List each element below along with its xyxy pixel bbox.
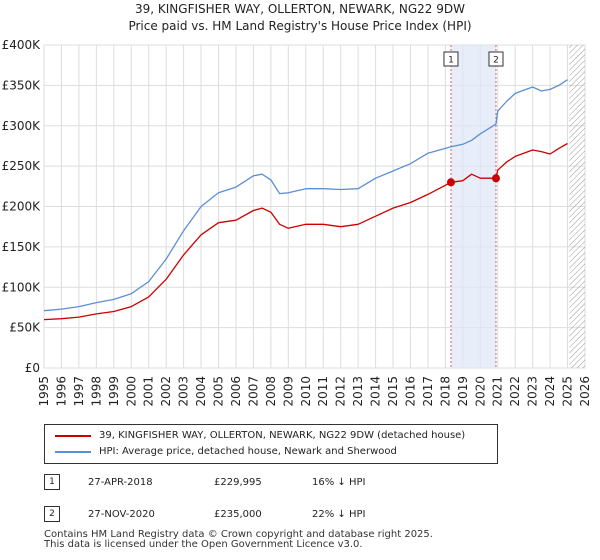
x-tick-label: 2021: [491, 376, 505, 407]
footer: Contains HM Land Registry data © Crown c…: [44, 530, 433, 550]
sale-period-shading: [450, 45, 496, 368]
y-tick-label: £150K: [2, 240, 42, 254]
x-tick-label: 2012: [334, 376, 348, 407]
x-tick-label: 2014: [369, 376, 383, 407]
x-tick-label: 2010: [299, 376, 313, 407]
sale-badge-1: 1: [44, 474, 60, 490]
x-tick-label: 1995: [37, 376, 51, 407]
y-tick-label: £300K: [2, 119, 42, 133]
sale-badge-2: 2: [44, 506, 60, 522]
x-tick-label: 2008: [264, 376, 278, 407]
sale-marker-label-2: 2: [493, 56, 499, 66]
y-tick-label: £400K: [2, 38, 42, 52]
legend-swatch-property: [55, 435, 91, 437]
x-tick-label: 2011: [316, 376, 330, 407]
chart-subtitle: Price paid vs. HM Land Registry's House …: [128, 19, 471, 33]
sale-date-2: 27-NOV-2020: [88, 509, 155, 520]
x-tick-label: 2022: [508, 376, 522, 407]
x-tick-label: 2020: [473, 376, 487, 407]
chart-legend: 39, KINGFISHER WAY, OLLERTON, NEWARK, NG…: [44, 424, 498, 464]
y-tick-label: £350K: [2, 78, 42, 92]
x-tick-label: 2025: [561, 376, 575, 407]
y-tick-label: £50K: [9, 321, 41, 335]
legend-swatch-hpi: [55, 451, 91, 453]
y-tick-label: £0: [25, 361, 40, 375]
x-tick-label: 2003: [177, 376, 191, 407]
sale-hpi-1: 16% ↓ HPI: [312, 477, 366, 488]
x-tick-label: 1997: [72, 376, 86, 407]
footer-line-2: This data is licensed under the Open Gov…: [44, 539, 363, 550]
x-tick-label: 2006: [229, 376, 243, 407]
x-tick-label: 2018: [438, 376, 452, 407]
sale-point-1: [446, 178, 455, 187]
x-tick-label: 2016: [403, 376, 417, 407]
sale-row-2: 2 27-NOV-2020 £235,000 22% ↓ HPI: [44, 506, 444, 524]
x-tick-label: 2001: [142, 376, 156, 407]
sale-point-2: [491, 174, 500, 183]
sale-price-2: £235,000: [214, 509, 262, 520]
x-tick-label: 2019: [456, 376, 470, 407]
x-tick-label: 2026: [578, 376, 592, 407]
sale-marker-label-1: 1: [448, 56, 454, 66]
y-tick-label: £250K: [2, 159, 42, 173]
x-tick-label: 2017: [421, 376, 435, 407]
x-tick-label: 2000: [124, 376, 138, 407]
x-tick-label: 2005: [212, 376, 226, 407]
x-tick-label: 2004: [194, 376, 208, 407]
sale-hpi-2: 22% ↓ HPI: [312, 509, 366, 520]
sale-date-1: 27-APR-2018: [88, 477, 153, 488]
footer-line-1: Contains HM Land Registry data © Crown c…: [44, 529, 433, 540]
x-tick-label: 2013: [351, 376, 365, 407]
sale-marker-box-2: [488, 51, 504, 67]
y-tick-label: £100K: [2, 280, 42, 294]
sale-price-1: £229,995: [214, 477, 262, 488]
sale-row-1: 1 27-APR-2018 £229,995 16% ↓ HPI: [44, 474, 444, 492]
forecast-hatching: [569, 45, 585, 368]
x-tick-label: 2002: [159, 376, 173, 407]
x-tick-label: 1999: [107, 376, 121, 407]
x-tick-label: 2009: [281, 376, 295, 407]
legend-label-hpi: HPI: Average price, detached house, Newa…: [99, 446, 397, 457]
y-tick-label: £200K: [2, 200, 42, 214]
price-chart: 39, KINGFISHER WAY, OLLERTON, NEWARK, NG…: [2, 2, 592, 407]
x-tick-label: 2007: [246, 376, 260, 407]
x-tick-label: 1998: [89, 376, 103, 407]
x-tick-label: 2023: [526, 376, 540, 407]
legend-label-property: 39, KINGFISHER WAY, OLLERTON, NEWARK, NG…: [99, 430, 466, 441]
sale-marker-box-1: [443, 51, 459, 67]
chart-title: 39, KINGFISHER WAY, OLLERTON, NEWARK, NG…: [135, 2, 465, 16]
x-tick-label: 2015: [386, 376, 400, 407]
property-series-line: [43, 142, 568, 321]
hpi-series-line: [43, 79, 568, 312]
x-tick-label: 2024: [543, 376, 557, 407]
x-tick-label: 1996: [54, 376, 68, 407]
